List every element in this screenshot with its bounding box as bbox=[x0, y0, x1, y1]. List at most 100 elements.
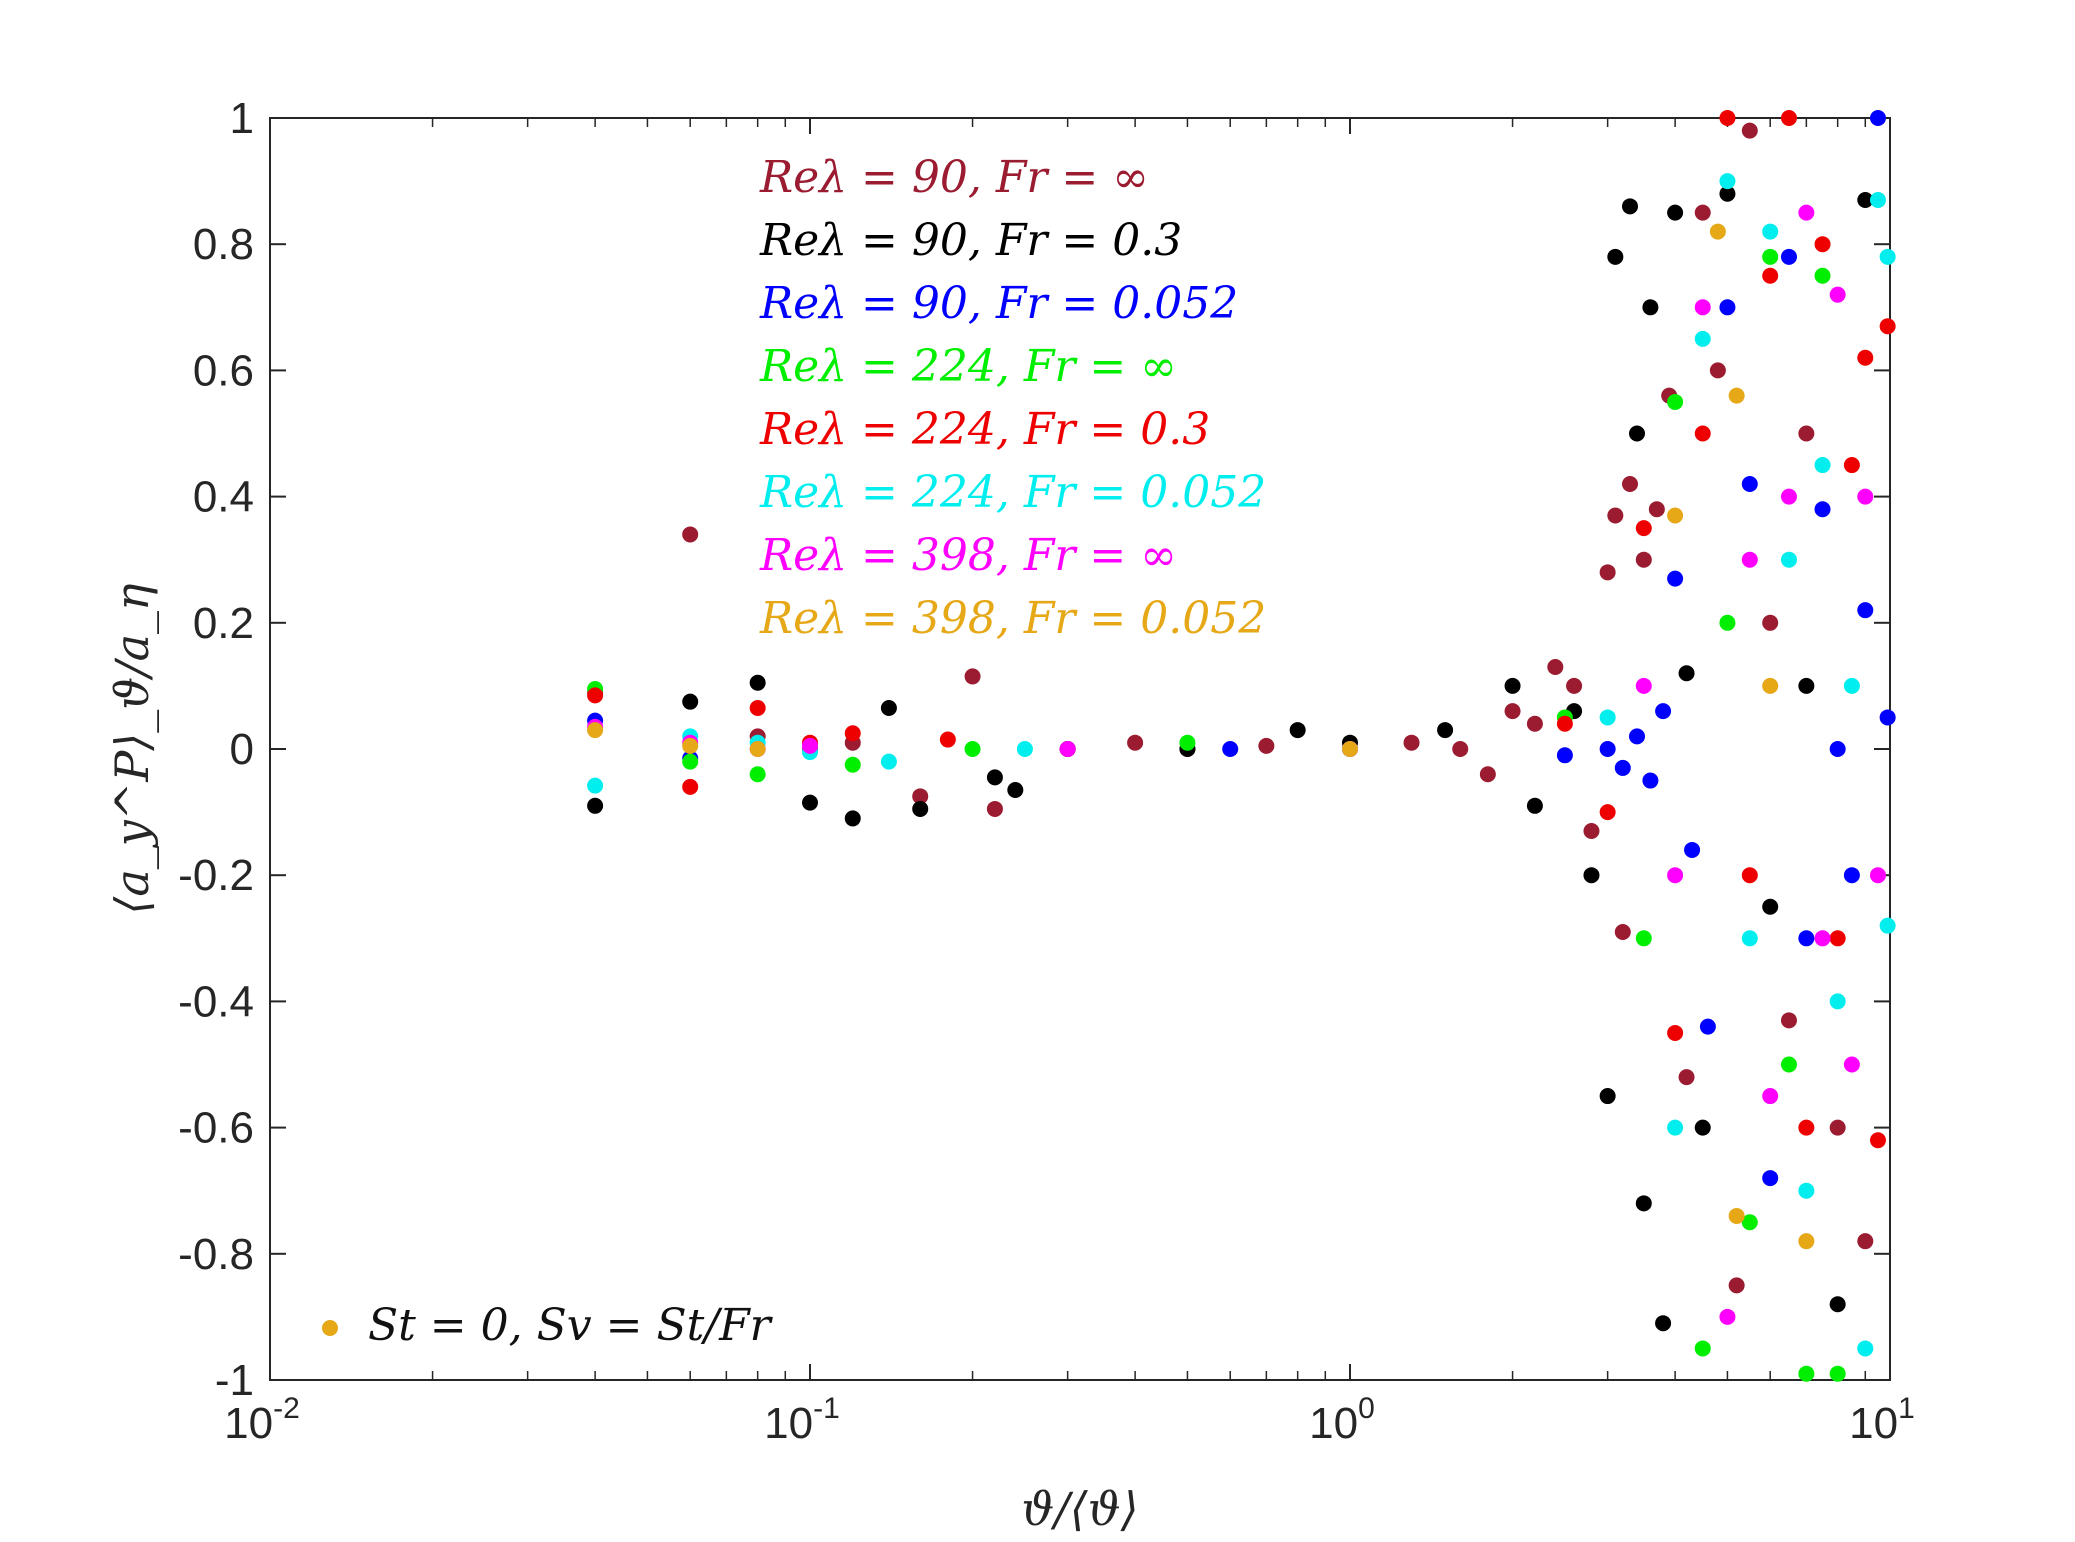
data-point-series-0 bbox=[1694, 204, 1711, 221]
data-point-series-0 bbox=[1621, 475, 1638, 492]
data-point-series-1 bbox=[1829, 1296, 1846, 1313]
data-point-series-6 bbox=[1059, 741, 1076, 757]
legend-entry-4: Reλ = 224, Fr = 0.3 bbox=[759, 404, 1210, 455]
data-point-series-6 bbox=[1843, 1056, 1860, 1073]
data-point-series-0 bbox=[1635, 551, 1652, 568]
data-point-series-0 bbox=[1607, 507, 1624, 524]
data-point-series-3 bbox=[1798, 1365, 1815, 1382]
data-point-series-0 bbox=[1403, 734, 1420, 751]
data-point-series-6 bbox=[1814, 930, 1831, 947]
legend-entry-7: Reλ = 398, Fr = 0.052 bbox=[759, 593, 1266, 644]
y-tick-label: 0.8 bbox=[193, 220, 254, 269]
y-axis-ticks: 1 0.8 0.6 0.4 0.2 0 -0.2 -0.4 -0.6 -0.8 -1 bbox=[178, 94, 1890, 1405]
data-point-series-1 bbox=[1599, 1088, 1616, 1105]
data-point-series-1 bbox=[1607, 248, 1624, 265]
data-point-series-0 bbox=[1479, 766, 1496, 783]
data-point-series-6 bbox=[1694, 299, 1711, 316]
data-point-series-0 bbox=[912, 788, 929, 805]
data-point-series-0 bbox=[682, 526, 699, 543]
data-point-series-4 bbox=[1719, 110, 1736, 126]
y-tick-label: 0.4 bbox=[193, 473, 254, 522]
data-point-series-1 bbox=[912, 800, 929, 817]
data-point-series-0 bbox=[1648, 501, 1665, 518]
data-point-series-2 bbox=[1628, 728, 1645, 745]
y-tick-label: -0.6 bbox=[178, 1104, 254, 1153]
data-point-series-1 bbox=[802, 794, 818, 811]
data-point-series-0 bbox=[1566, 677, 1583, 694]
data-point-series-6 bbox=[1869, 867, 1886, 884]
x-tick-label: 100 bbox=[1309, 1392, 1375, 1448]
data-point-series-6 bbox=[1857, 488, 1874, 505]
legend-entry-2: Reλ = 90, Fr = 0.052 bbox=[759, 278, 1238, 329]
data-point-series-3 bbox=[1762, 248, 1779, 265]
data-point-series-5 bbox=[1762, 223, 1779, 240]
data-point-series-4 bbox=[1741, 867, 1758, 884]
data-point-series-6 bbox=[1719, 1308, 1736, 1325]
data-point-series-5 bbox=[1869, 192, 1886, 209]
data-point-series-2 bbox=[1829, 741, 1846, 757]
data-point-series-3 bbox=[1635, 930, 1652, 947]
data-point-series-1 bbox=[1798, 677, 1815, 694]
data-point-series-1 bbox=[1437, 722, 1454, 739]
legend-entry-5: Reλ = 224, Fr = 0.052 bbox=[759, 467, 1266, 518]
data-point-series-2 bbox=[1642, 772, 1659, 789]
data-point-series-2 bbox=[1684, 841, 1701, 858]
data-point-series-0 bbox=[1452, 741, 1469, 757]
data-point-series-2 bbox=[1655, 703, 1672, 720]
data-point-series-2 bbox=[1719, 299, 1736, 316]
data-point-series-1 bbox=[986, 769, 1003, 786]
data-point-series-5 bbox=[1667, 1119, 1684, 1136]
data-point-series-3 bbox=[964, 741, 981, 757]
data-point-series-4 bbox=[1599, 804, 1616, 821]
data-point-series-3 bbox=[749, 766, 766, 783]
data-point-series-2 bbox=[1222, 741, 1239, 757]
data-point-series-1 bbox=[1289, 722, 1306, 739]
data-point-series-0 bbox=[986, 800, 1003, 817]
data-point-series-3 bbox=[1694, 1340, 1711, 1357]
data-point-series-1 bbox=[587, 797, 604, 814]
data-point-series-1 bbox=[1583, 867, 1600, 884]
data-point-series-4 bbox=[749, 699, 766, 716]
data-point-series-5 bbox=[1016, 741, 1033, 757]
data-point-series-0 bbox=[1780, 1012, 1797, 1029]
data-point-series-1 bbox=[1694, 1119, 1711, 1136]
data-point-series-3 bbox=[1179, 734, 1196, 751]
y-tick-label: -0.4 bbox=[178, 977, 254, 1026]
data-point-series-2 bbox=[1857, 602, 1874, 619]
data-point-series-6 bbox=[1798, 204, 1815, 221]
data-point-series-2 bbox=[1667, 570, 1684, 587]
data-point-series-6 bbox=[1780, 488, 1797, 505]
data-point-series-1 bbox=[749, 674, 766, 691]
data-point-series-4 bbox=[1635, 520, 1652, 537]
data-point-series-0 bbox=[1526, 715, 1543, 732]
data-point-series-7 bbox=[1342, 741, 1358, 757]
data-point-series-5 bbox=[1780, 551, 1797, 568]
data-point-series-0 bbox=[1857, 1233, 1874, 1250]
data-point-series-3 bbox=[1814, 267, 1831, 284]
data-point-series-1 bbox=[1719, 185, 1736, 202]
x-tick-label: 101 bbox=[1849, 1392, 1915, 1448]
legend-entry-6: Reλ = 398, Fr = ∞ bbox=[759, 530, 1177, 581]
data-point-series-5 bbox=[1741, 930, 1758, 947]
data-point-series-2 bbox=[1614, 759, 1631, 776]
legend: Reλ = 90, Fr = ∞ Reλ = 90, Fr = 0.3 Reλ … bbox=[759, 152, 1266, 644]
data-point-series-5 bbox=[587, 777, 604, 794]
data-point-series-2 bbox=[1556, 747, 1573, 764]
data-point-series-0 bbox=[1728, 1277, 1745, 1294]
legend-entry-1: Reλ = 90, Fr = 0.3 bbox=[759, 215, 1182, 266]
data-point-series-1 bbox=[1642, 299, 1659, 316]
y-tick-label: -0.8 bbox=[178, 1230, 254, 1279]
data-point-series-6 bbox=[1829, 286, 1846, 303]
data-point-series-7 bbox=[1728, 387, 1745, 404]
data-point-series-2 bbox=[1814, 501, 1831, 518]
data-point-series-4 bbox=[1762, 267, 1779, 284]
data-point-series-7 bbox=[1728, 1207, 1745, 1224]
data-point-series-1 bbox=[1762, 898, 1779, 915]
data-point-series-2 bbox=[1879, 709, 1896, 726]
data-point-series-0 bbox=[1258, 737, 1275, 754]
data-point-series-6 bbox=[1741, 551, 1758, 568]
data-point-series-1 bbox=[1678, 665, 1695, 682]
data-point-series-5 bbox=[1857, 1340, 1874, 1357]
data-point-series-4 bbox=[682, 778, 699, 795]
